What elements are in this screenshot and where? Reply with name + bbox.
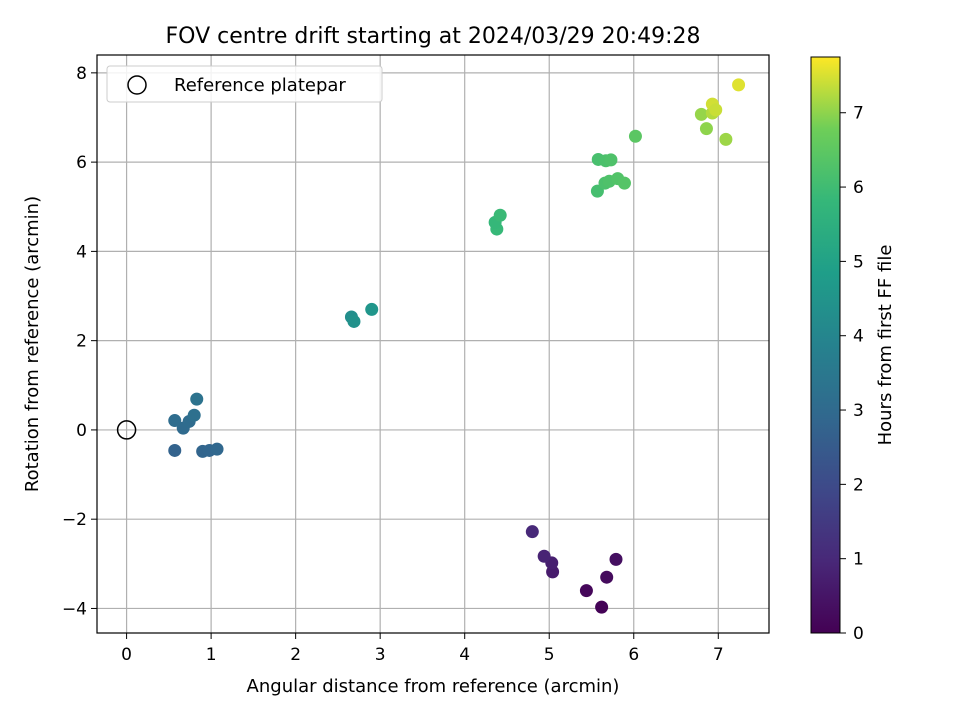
data-point <box>537 549 551 563</box>
colorbar-ticks: 0 1 2 3 4 5 6 7 <box>840 104 864 644</box>
data-point <box>628 129 642 143</box>
data-point <box>719 132 733 146</box>
data-points <box>168 78 746 614</box>
x-tick-label: 3 <box>375 645 386 665</box>
legend-marker <box>127 75 147 95</box>
data-point <box>187 408 201 422</box>
colorbar-tick-label: 4 <box>853 327 864 347</box>
colorbar-tick-label: 7 <box>853 104 864 124</box>
data-point <box>709 103 723 117</box>
colorbar <box>810 56 841 634</box>
data-point <box>210 442 224 456</box>
data-point <box>190 392 204 406</box>
y-tick-label: 2 <box>76 332 87 352</box>
y-axis-label: Rotation from reference (arcmin) <box>22 196 43 492</box>
data-point <box>699 122 713 136</box>
data-point <box>365 302 379 316</box>
chart-title: FOV centre drift starting at 2024/03/29 … <box>166 24 701 49</box>
legend-label: Reference platepar <box>174 75 346 96</box>
legend: Reference platepar <box>106 65 383 103</box>
plot-frame <box>96 54 770 634</box>
y-tick-label: 4 <box>76 242 87 262</box>
grid-lines <box>97 55 769 633</box>
x-tick-label: 6 <box>628 645 639 665</box>
colorbar-tick-label: 0 <box>853 624 864 644</box>
data-point <box>694 107 708 121</box>
colorbar-tick-label: 3 <box>853 401 864 421</box>
colorbar-tick-label: 2 <box>853 475 864 495</box>
x-tick-label: 7 <box>713 645 724 665</box>
y-tick-label: 8 <box>76 64 87 84</box>
x-tick-label: 2 <box>290 645 301 665</box>
data-point <box>595 600 609 614</box>
x-tick-label: 4 <box>459 645 470 665</box>
data-point <box>600 570 614 584</box>
data-point <box>604 153 618 167</box>
data-point <box>347 314 361 328</box>
x-tick-label: 0 <box>121 645 132 665</box>
y-tick-label: −4 <box>62 599 87 619</box>
x-tick-label: 1 <box>206 645 217 665</box>
y-tick-label: −2 <box>62 510 87 530</box>
y-axis-ticks: −4 −2 0 2 4 6 8 <box>62 64 97 619</box>
x-tick-label: 5 <box>544 645 555 665</box>
data-point <box>579 584 593 598</box>
colorbar-tick-label: 6 <box>853 178 864 198</box>
colorbar-tick-label: 5 <box>853 252 864 272</box>
data-point <box>525 525 539 539</box>
y-tick-label: 6 <box>76 153 87 173</box>
colorbar-label: Hours from first FF file <box>875 245 896 446</box>
reference-platepar-marker <box>116 420 137 440</box>
data-point <box>168 443 182 457</box>
data-point <box>732 78 746 92</box>
x-axis-label: Angular distance from reference (arcmin) <box>247 676 620 697</box>
data-point <box>609 552 623 566</box>
x-axis-ticks: 0 1 2 3 4 5 6 7 <box>121 633 724 665</box>
data-point <box>493 208 507 222</box>
data-point <box>617 176 631 190</box>
legend-box <box>106 65 383 103</box>
y-tick-label: 0 <box>76 421 87 441</box>
data-point <box>168 414 182 428</box>
colorbar-tick-label: 1 <box>853 550 864 570</box>
